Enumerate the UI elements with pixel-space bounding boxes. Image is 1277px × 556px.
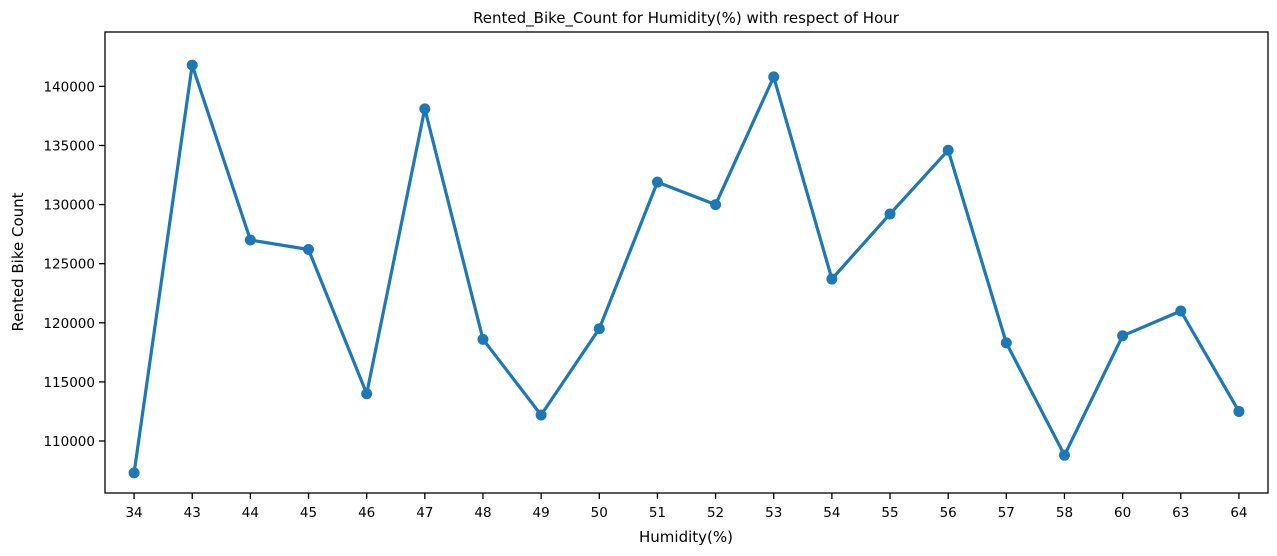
x-tick-label: 57 xyxy=(998,505,1015,521)
chart-title: Rented_Bike_Count for Humidity(%) with r… xyxy=(473,9,900,28)
x-tick-label: 60 xyxy=(1114,505,1131,521)
data-point xyxy=(710,199,722,211)
x-axis-label: Humidity(%) xyxy=(639,528,733,546)
data-point xyxy=(1175,305,1187,317)
x-axis: 34 43 44 45 46 47 48 49 50 51 52 53 54 55 56 57 58 60 63 64 xyxy=(125,493,1248,521)
plot-area: 110000 115000 120000 125000 130000 135000 1400… xyxy=(43,31,1269,521)
data-point xyxy=(361,388,373,400)
y-tick-label: 120000 xyxy=(43,316,95,332)
data-point xyxy=(1117,330,1129,342)
data-point xyxy=(1000,337,1012,349)
data-point xyxy=(1058,449,1070,461)
x-tick-label: 47 xyxy=(416,505,433,521)
data-point xyxy=(303,243,315,255)
data-point xyxy=(651,176,663,188)
x-tick-label: 44 xyxy=(242,505,259,521)
x-tick-label: 54 xyxy=(823,505,840,521)
data-point xyxy=(884,208,896,220)
x-tick-label: 64 xyxy=(1230,505,1247,521)
y-tick-label: 110000 xyxy=(43,434,95,450)
data-point xyxy=(826,273,838,285)
x-tick-label: 45 xyxy=(300,505,317,521)
data-point xyxy=(419,103,431,115)
y-axis: 110000 115000 120000 125000 130000 135000 1400… xyxy=(43,79,105,450)
data-point xyxy=(593,323,605,335)
data-point xyxy=(186,59,198,71)
x-tick-label: 49 xyxy=(533,505,550,521)
y-tick-label: 115000 xyxy=(43,375,95,391)
x-tick-label: 56 xyxy=(940,505,957,521)
data-point xyxy=(535,409,547,421)
data-point xyxy=(477,333,489,345)
series-line xyxy=(132,63,1241,475)
y-tick-label: 125000 xyxy=(43,257,95,273)
x-tick-label: 51 xyxy=(649,505,666,521)
data-point xyxy=(128,467,140,479)
y-tick-label: 140000 xyxy=(43,79,95,95)
x-tick-label: 53 xyxy=(765,505,782,521)
data-point xyxy=(1233,405,1245,417)
y-axis-label: Rented Bike Count xyxy=(9,192,27,331)
x-tick-label: 63 xyxy=(1172,505,1189,521)
data-point xyxy=(768,71,780,83)
plot-frame xyxy=(104,31,1269,494)
data-point xyxy=(244,234,256,246)
x-tick-label: 43 xyxy=(184,505,201,521)
y-tick-label: 135000 xyxy=(43,138,95,154)
y-tick-label: 130000 xyxy=(43,198,95,214)
x-tick-label: 52 xyxy=(707,505,724,521)
x-tick-label: 46 xyxy=(358,505,375,521)
x-tick-label: 58 xyxy=(1056,505,1073,521)
x-tick-label: 50 xyxy=(591,505,608,521)
x-tick-label: 34 xyxy=(125,505,142,521)
x-tick-label: 55 xyxy=(881,505,898,521)
data-point xyxy=(942,144,954,156)
x-tick-label: 48 xyxy=(474,505,491,521)
series-group xyxy=(128,59,1245,479)
